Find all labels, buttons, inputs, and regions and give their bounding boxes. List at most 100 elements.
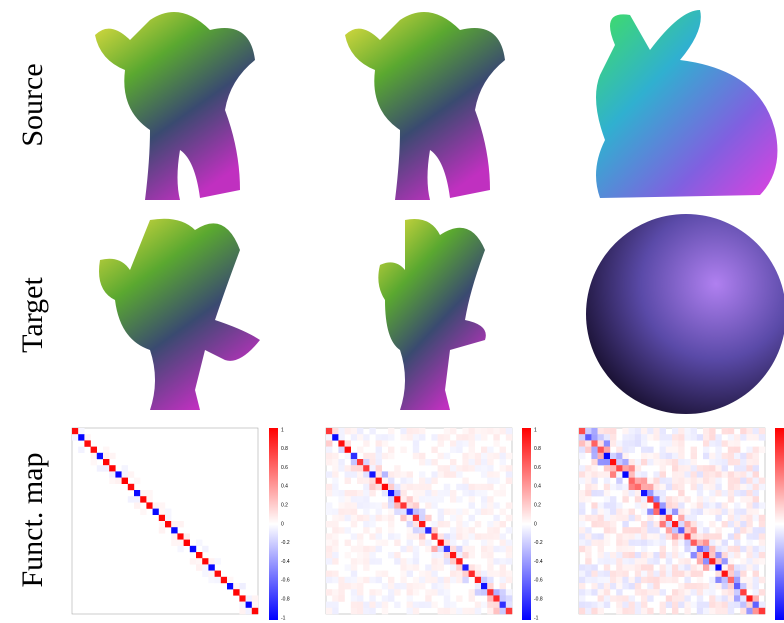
matrix-cell: [159, 509, 165, 515]
matrix-cell: [506, 453, 512, 459]
matrix-cell: [493, 571, 499, 577]
matrix-cell: [591, 453, 597, 459]
matrix-cell: [734, 484, 740, 490]
matrix-cell: [684, 546, 690, 552]
matrix-cell: [332, 571, 338, 577]
matrix-cell: [475, 453, 481, 459]
matrix-cell: [616, 552, 622, 558]
colorbar-tick-label: -0.2: [281, 540, 290, 546]
matrix-cell: [369, 552, 375, 558]
matrix-cell: [740, 521, 746, 527]
matrix-cell: [610, 595, 616, 601]
matrix-cell: [734, 589, 740, 595]
matrix-cell: [363, 558, 369, 564]
matrix-cell: [579, 496, 585, 502]
matrix-cell: [407, 471, 413, 477]
matrix-cell: [469, 428, 475, 434]
matrix-cell: [678, 447, 684, 453]
matrix-cell: [616, 509, 622, 515]
matrix-cell: [431, 434, 437, 440]
matrix-cell: [697, 589, 703, 595]
matrix-cell: [369, 502, 375, 508]
matrix-cell: [591, 478, 597, 484]
matrix-cell: [363, 602, 369, 608]
matrix-cell: [196, 540, 202, 546]
matrix-cell: [746, 515, 752, 521]
matrix-cell: [475, 608, 481, 614]
matrix-cell: [604, 459, 610, 465]
matrix-cell: [444, 434, 450, 440]
colorbar-tick-label: 0.8: [534, 446, 541, 452]
matrix-cell: [579, 478, 585, 484]
matrix-cell: [579, 453, 585, 459]
matrix-cell: [233, 589, 239, 595]
matrix-cell: [678, 583, 684, 589]
matrix-cell: [345, 447, 351, 453]
matrix-cell: [425, 546, 431, 552]
matrix-cell: [351, 602, 357, 608]
matrix-cell: [357, 502, 363, 508]
matrix-cell: [629, 583, 635, 589]
matrix-cell: [672, 459, 678, 465]
matrix-cell: [146, 490, 152, 496]
matrix-cell: [506, 527, 512, 533]
matrix-cell: [177, 540, 183, 546]
matrix-cell: [140, 496, 146, 502]
matrix-cell: [684, 465, 690, 471]
matrix-cell: [338, 515, 344, 521]
matrix-cell: [666, 453, 672, 459]
matrix-cell: [598, 515, 604, 521]
matrix-cell: [703, 502, 709, 508]
matrix-cell: [678, 527, 684, 533]
matrix-cell: [431, 577, 437, 583]
matrix-cell: [604, 552, 610, 558]
matrix-cell: [469, 465, 475, 471]
matrix-cell: [338, 527, 344, 533]
matrix-cell: [604, 558, 610, 564]
matrix-cell: [351, 453, 357, 459]
matrix-cell: [697, 558, 703, 564]
matrix-cell: [462, 527, 468, 533]
matrix-cell: [660, 440, 666, 446]
matrix-cell: [753, 602, 759, 608]
matrix-cell: [653, 490, 659, 496]
matrix-cell: [715, 533, 721, 539]
matrix-cell: [431, 564, 437, 570]
matrix-cell: [196, 552, 202, 558]
matrix-cell: [728, 564, 734, 570]
matrix-cell: [622, 434, 628, 440]
matrix-cell: [382, 515, 388, 521]
matrix-cell: [487, 527, 493, 533]
matrix-cell: [444, 465, 450, 471]
matrix-cell: [369, 533, 375, 539]
matrix-cell: [709, 558, 715, 564]
matrix-cell: [462, 533, 468, 539]
matrix-cell: [591, 502, 597, 508]
matrix-cell: [376, 515, 382, 521]
matrix-cell: [419, 521, 425, 527]
matrix-cell: [456, 465, 462, 471]
matrix-cell: [622, 459, 628, 465]
matrix-cell: [728, 434, 734, 440]
matrix-cell: [388, 515, 394, 521]
matrix-cell: [703, 440, 709, 446]
matrix-cell: [500, 583, 506, 589]
matrix-cell: [338, 490, 344, 496]
matrix-cell: [425, 540, 431, 546]
matrix-cell: [239, 583, 245, 589]
matrix-cell: [419, 478, 425, 484]
matrix-cell: [709, 490, 715, 496]
matrix-cell: [239, 595, 245, 601]
matrix-cell: [357, 428, 363, 434]
matrix-cell: [709, 589, 715, 595]
matrix-cell: [394, 583, 400, 589]
matrix-cell: [641, 428, 647, 434]
matrix-cell: [456, 608, 462, 614]
matrix-cell: [407, 583, 413, 589]
matrix-cell: [431, 589, 437, 595]
matrix-cell: [506, 589, 512, 595]
matrix-cell: [431, 533, 437, 539]
matrix-cell: [753, 595, 759, 601]
matrix-cell: [425, 490, 431, 496]
matrix-cell: [431, 490, 437, 496]
